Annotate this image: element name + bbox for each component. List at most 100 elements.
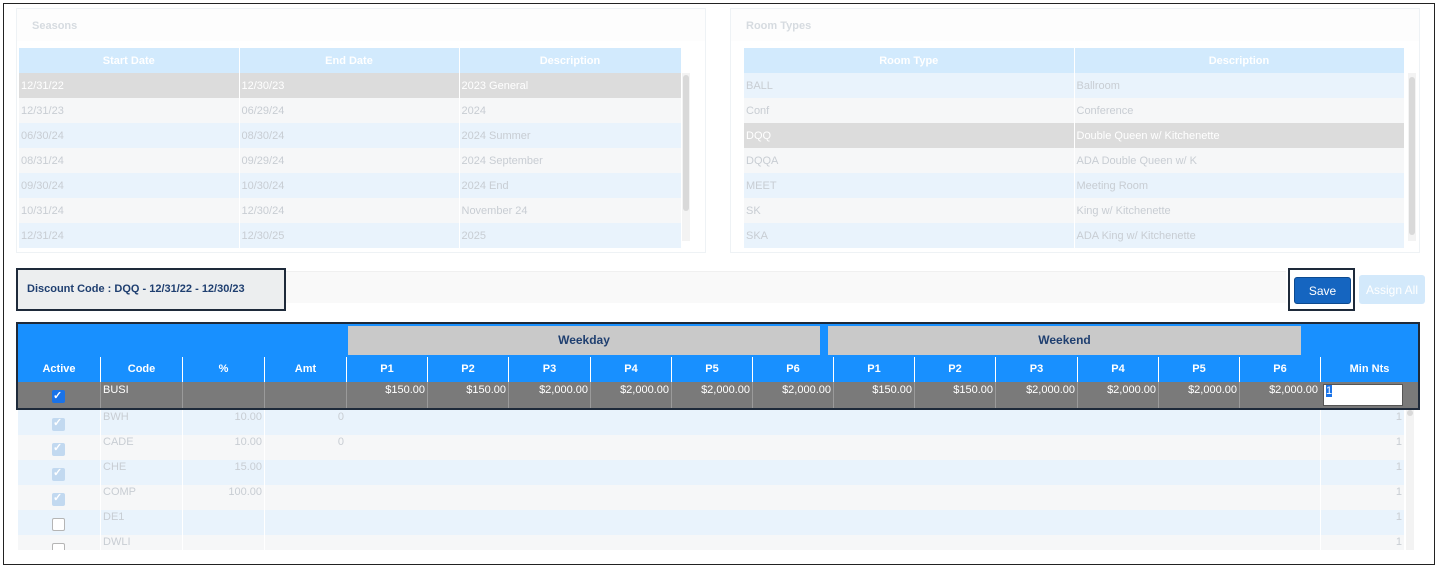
column-header-weekday-p6[interactable]: P6 [752, 357, 833, 382]
cell-weekend-p1[interactable]: $150.00 [833, 382, 914, 408]
room-types-scrollbar[interactable] [1408, 73, 1416, 241]
column-header-start-date[interactable]: Start Date [19, 48, 240, 73]
column-header-weekday-p4[interactable]: P4 [590, 357, 671, 382]
table-row[interactable]: 06/30/24 08/30/24 2024 Summer [19, 123, 682, 148]
table-row[interactable]: CHE 15.00 1 [18, 460, 1404, 485]
cell-weekend-p4[interactable]: $2,000.00 [1077, 382, 1158, 408]
cell-code: BWH [100, 410, 182, 435]
save-button[interactable]: Save [1294, 277, 1351, 304]
selected-rate-row[interactable]: BUSI $150.00 $150.00 $2,000.00 $2,000.00… [18, 382, 1418, 408]
column-header-min-nts[interactable]: Min Nts [1320, 357, 1418, 382]
room-types-panel: Room Types Room Type Description BALL Bal… [730, 8, 1420, 253]
table-row[interactable]: BALL Ballroom [744, 73, 1405, 98]
table-row[interactable]: BWH 10.00 0 1 [18, 410, 1404, 435]
column-header-weekday-p2[interactable]: P2 [427, 357, 508, 382]
cell-description: 2024 [459, 98, 682, 123]
discount-code-label: Discount Code : DQQ - 12/31/22 - 12/30/2… [16, 268, 286, 311]
table-row[interactable]: 10/31/24 12/30/24 November 24 [19, 198, 682, 223]
active-checkbox[interactable] [52, 441, 65, 456]
table-row[interactable]: MEET Meeting Room [744, 173, 1405, 198]
cell-description: November 24 [459, 198, 682, 223]
min-nts-value: 1 [1326, 385, 1333, 397]
table-row[interactable]: SK King w/ Kitchenette [744, 198, 1405, 223]
discount-toolbar [286, 271, 1286, 303]
cell-start-date: 06/30/24 [19, 123, 240, 148]
rates-scrollbar-thumb[interactable] [1407, 410, 1413, 416]
table-row[interactable]: CADE 10.00 0 1 [18, 435, 1404, 460]
table-row[interactable]: 08/31/24 09/29/24 2024 September [19, 148, 682, 173]
weekday-band: Weekday [348, 326, 820, 355]
active-checkbox[interactable] [52, 466, 65, 481]
cell-code: CHE [100, 460, 182, 485]
room-types-scrollbar-thumb[interactable] [1409, 77, 1415, 235]
table-row[interactable]: DWLI 1 [18, 535, 1404, 550]
cell-weekday-p3[interactable]: $2,000.00 [508, 382, 590, 408]
active-checkbox[interactable] [52, 518, 65, 531]
cell-amt: 0 [264, 410, 346, 435]
table-row[interactable]: DQQA ADA Double Queen w/ K [744, 148, 1405, 173]
cell-weekend-p2[interactable]: $150.00 [914, 382, 995, 408]
column-header-code[interactable]: Code [100, 357, 182, 382]
table-row[interactable]: COMP 100.00 1 [18, 485, 1404, 510]
column-header-weekday-p5[interactable]: P5 [671, 357, 752, 382]
assign-all-button[interactable]: Assign All [1359, 275, 1425, 304]
cell-start-date: 10/31/24 [19, 198, 240, 223]
cell-description: Ballroom [1074, 73, 1405, 98]
column-header-weekend-p4[interactable]: P4 [1077, 357, 1158, 382]
cell-weekday-p6[interactable]: $2,000.00 [752, 382, 833, 408]
column-header-weekend-p3[interactable]: P3 [995, 357, 1077, 382]
cell-weekday-p1[interactable]: $150.00 [346, 382, 427, 408]
room-types-table: Room Type Description BALL Ballroom Conf C… [744, 48, 1405, 248]
cell-start-date: 09/30/24 [19, 173, 240, 198]
table-row[interactable]: 12/31/24 12/30/25 2025 [19, 223, 682, 248]
column-header-percent[interactable]: % [182, 357, 264, 382]
cell-amt [264, 460, 346, 485]
column-header-room-type[interactable]: Room Type [744, 48, 1075, 73]
column-header-description[interactable]: Description [459, 48, 682, 73]
cell-weekday-p4[interactable]: $2,000.00 [590, 382, 671, 408]
table-row[interactable]: 12/31/23 06/29/24 2024 [19, 98, 682, 123]
cell-start-date: 12/31/22 [19, 73, 240, 98]
column-header-weekday-p3[interactable]: P3 [508, 357, 590, 382]
cell-weekday-p2[interactable]: $150.00 [427, 382, 508, 408]
cell-active [18, 510, 100, 535]
column-header-active[interactable]: Active [42, 363, 76, 375]
table-row[interactable]: DE1 1 [18, 510, 1404, 535]
rates-rows: BWH 10.00 0 1 CADE 10.00 0 1 CHE 15.00 1… [18, 410, 1404, 550]
cell-active [18, 485, 100, 510]
column-header-weekend-p2[interactable]: P2 [914, 357, 995, 382]
active-checkbox[interactable] [52, 491, 65, 506]
column-header-weekend-p1[interactable]: P1 [833, 357, 914, 382]
table-row[interactable]: 09/30/24 10/30/24 2024 End [19, 173, 682, 198]
min-nts-input[interactable]: 1 [1323, 384, 1403, 406]
cell-room-type: DQQ [744, 123, 1075, 148]
cell-end-date: 09/29/24 [239, 148, 460, 173]
cell-description: 2024 September [459, 148, 682, 173]
active-checkbox[interactable] [52, 416, 65, 431]
column-header-weekend-p6[interactable]: P6 [1239, 357, 1320, 382]
table-row[interactable]: Conf Conference [744, 98, 1405, 123]
active-checkbox[interactable] [52, 388, 65, 404]
cell-weekday-p5[interactable]: $2,000.00 [671, 382, 752, 408]
table-row[interactable]: DQQ Double Queen w/ Kitchenette [744, 123, 1405, 148]
cell-weekend-p6[interactable]: $2,000.00 [1239, 382, 1320, 408]
cell-code: DWLI [100, 535, 182, 550]
column-header-description[interactable]: Description [1074, 48, 1405, 73]
room-types-title: Room Types [731, 9, 1419, 41]
seasons-scrollbar-thumb[interactable] [683, 75, 689, 211]
cell-weekend-p5[interactable]: $2,000.00 [1158, 382, 1239, 408]
seasons-scrollbar[interactable] [682, 73, 690, 241]
active-checkbox[interactable] [52, 543, 65, 550]
rates-scrollbar[interactable] [1406, 410, 1414, 550]
cell-end-date: 12/30/24 [239, 198, 460, 223]
cell-weekend-p3[interactable]: $2,000.00 [995, 382, 1077, 408]
cell-active [18, 460, 100, 485]
table-row[interactable]: 12/31/22 12/30/23 2023 General [19, 73, 682, 98]
cell-description: ADA King w/ Kitchenette [1074, 223, 1405, 248]
column-header-end-date[interactable]: End Date [239, 48, 460, 73]
cell-amt [264, 485, 346, 510]
column-header-amt[interactable]: Amt [264, 357, 346, 382]
column-header-weekend-p5[interactable]: P5 [1158, 357, 1239, 382]
table-row[interactable]: SKA ADA King w/ Kitchenette [744, 223, 1405, 248]
column-header-weekday-p1[interactable]: P1 [346, 357, 427, 382]
